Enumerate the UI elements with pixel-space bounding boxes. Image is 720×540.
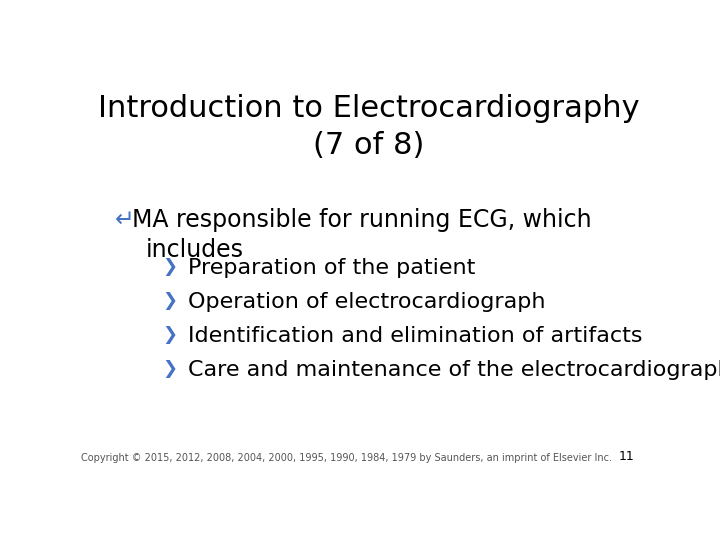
Text: Copyright © 2015, 2012, 2008, 2004, 2000, 1995, 1990, 1984, 1979 by Saunders, an: Copyright © 2015, 2012, 2008, 2004, 2000… bbox=[81, 453, 612, 463]
Text: ❯: ❯ bbox=[163, 326, 178, 345]
Text: MA responsible for running ECG, which: MA responsible for running ECG, which bbox=[132, 208, 591, 232]
Text: ❯: ❯ bbox=[163, 360, 178, 379]
Text: 11: 11 bbox=[618, 450, 634, 463]
Text: ❯: ❯ bbox=[163, 292, 178, 310]
Text: Care and maintenance of the electrocardiograph: Care and maintenance of the electrocardi… bbox=[188, 360, 720, 381]
Text: ❯: ❯ bbox=[163, 258, 178, 276]
Text: Preparation of the patient: Preparation of the patient bbox=[188, 258, 475, 278]
Text: Operation of electrocardiograph: Operation of electrocardiograph bbox=[188, 292, 545, 312]
Text: Introduction to Electrocardiography
(7 of 8): Introduction to Electrocardiography (7 o… bbox=[98, 94, 640, 160]
Text: ↵: ↵ bbox=[115, 208, 135, 232]
Text: includes: includes bbox=[145, 238, 244, 262]
Text: Identification and elimination of artifacts: Identification and elimination of artifa… bbox=[188, 326, 642, 346]
